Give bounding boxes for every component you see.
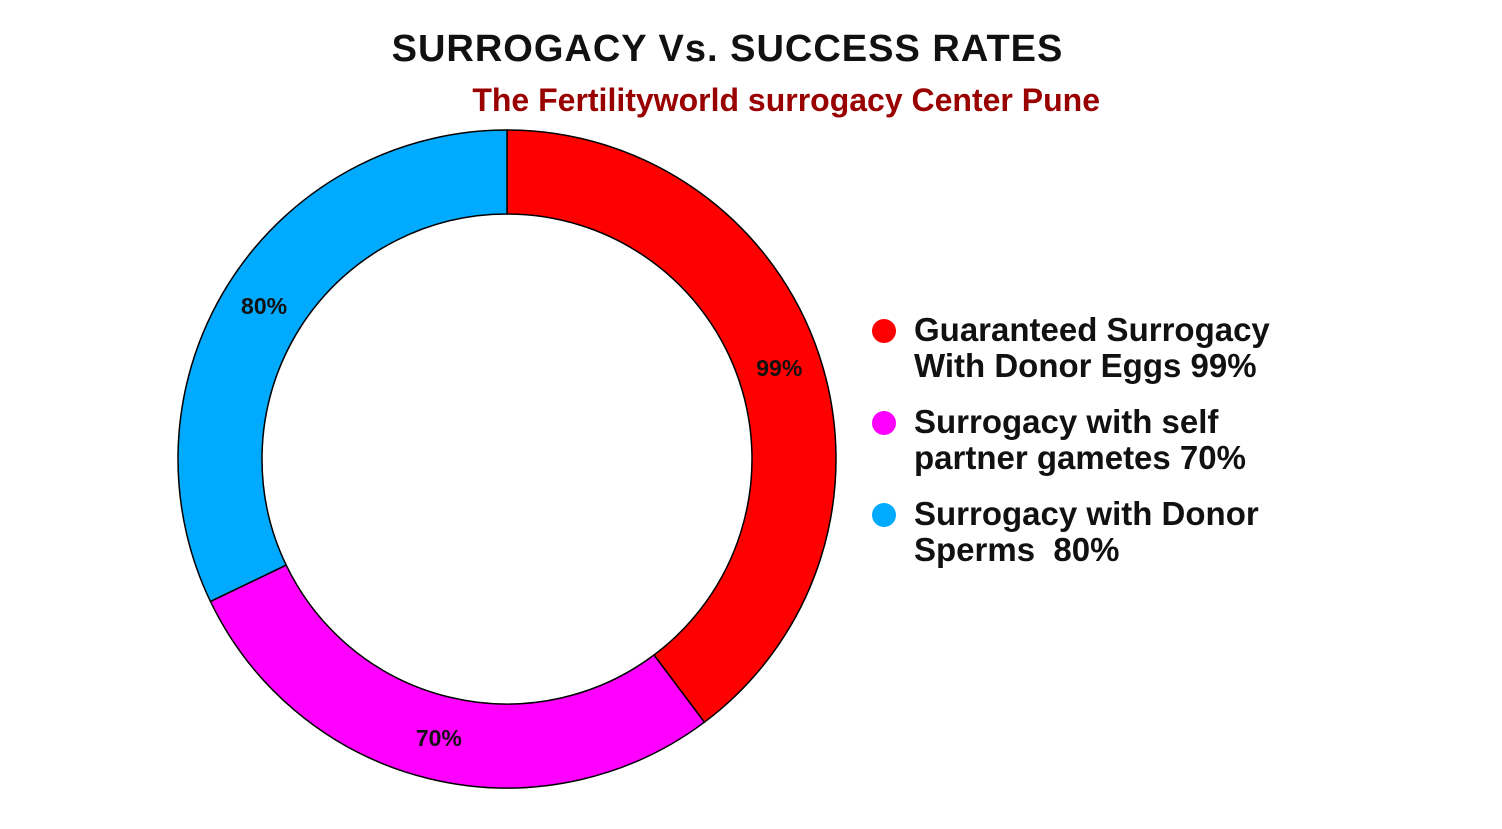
chart-title: SURROGACY Vs. SUCCESS RATES	[391, 28, 1064, 70]
legend: Guaranteed Surrogacy With Donor Eggs 99%…	[872, 312, 1332, 588]
labels-group: 99% 70% 80%	[241, 293, 802, 751]
slice-self-partner-gametes	[209, 564, 706, 789]
legend-item-donor-sperms: Surrogacy with Donor Sperms 80%	[872, 496, 1332, 568]
legend-label: Surrogacy with self partner gametes 70%	[914, 403, 1246, 476]
legend-swatch	[872, 411, 896, 435]
legend-label: Guaranteed Surrogacy With Donor Eggs 99%	[914, 311, 1279, 384]
legend-swatch	[872, 503, 896, 527]
legend-swatch	[872, 319, 896, 343]
chart-subtitle: The Fertilityworld surrogacy Center Pune	[472, 82, 1100, 118]
data-label: 70%	[416, 725, 462, 751]
legend-item-self-partner-gametes: Surrogacy with self partner gametes 70%	[872, 404, 1332, 476]
slice-guaranteed-donor-eggs	[506, 129, 837, 724]
slice-donor-sperms	[177, 129, 508, 603]
legend-item-guaranteed-donor-eggs: Guaranteed Surrogacy With Donor Eggs 99%	[872, 312, 1332, 384]
slices-group	[177, 129, 837, 789]
data-label: 80%	[241, 293, 287, 319]
data-label: 99%	[756, 355, 802, 381]
legend-label: Surrogacy with Donor Sperms 80%	[914, 495, 1268, 568]
